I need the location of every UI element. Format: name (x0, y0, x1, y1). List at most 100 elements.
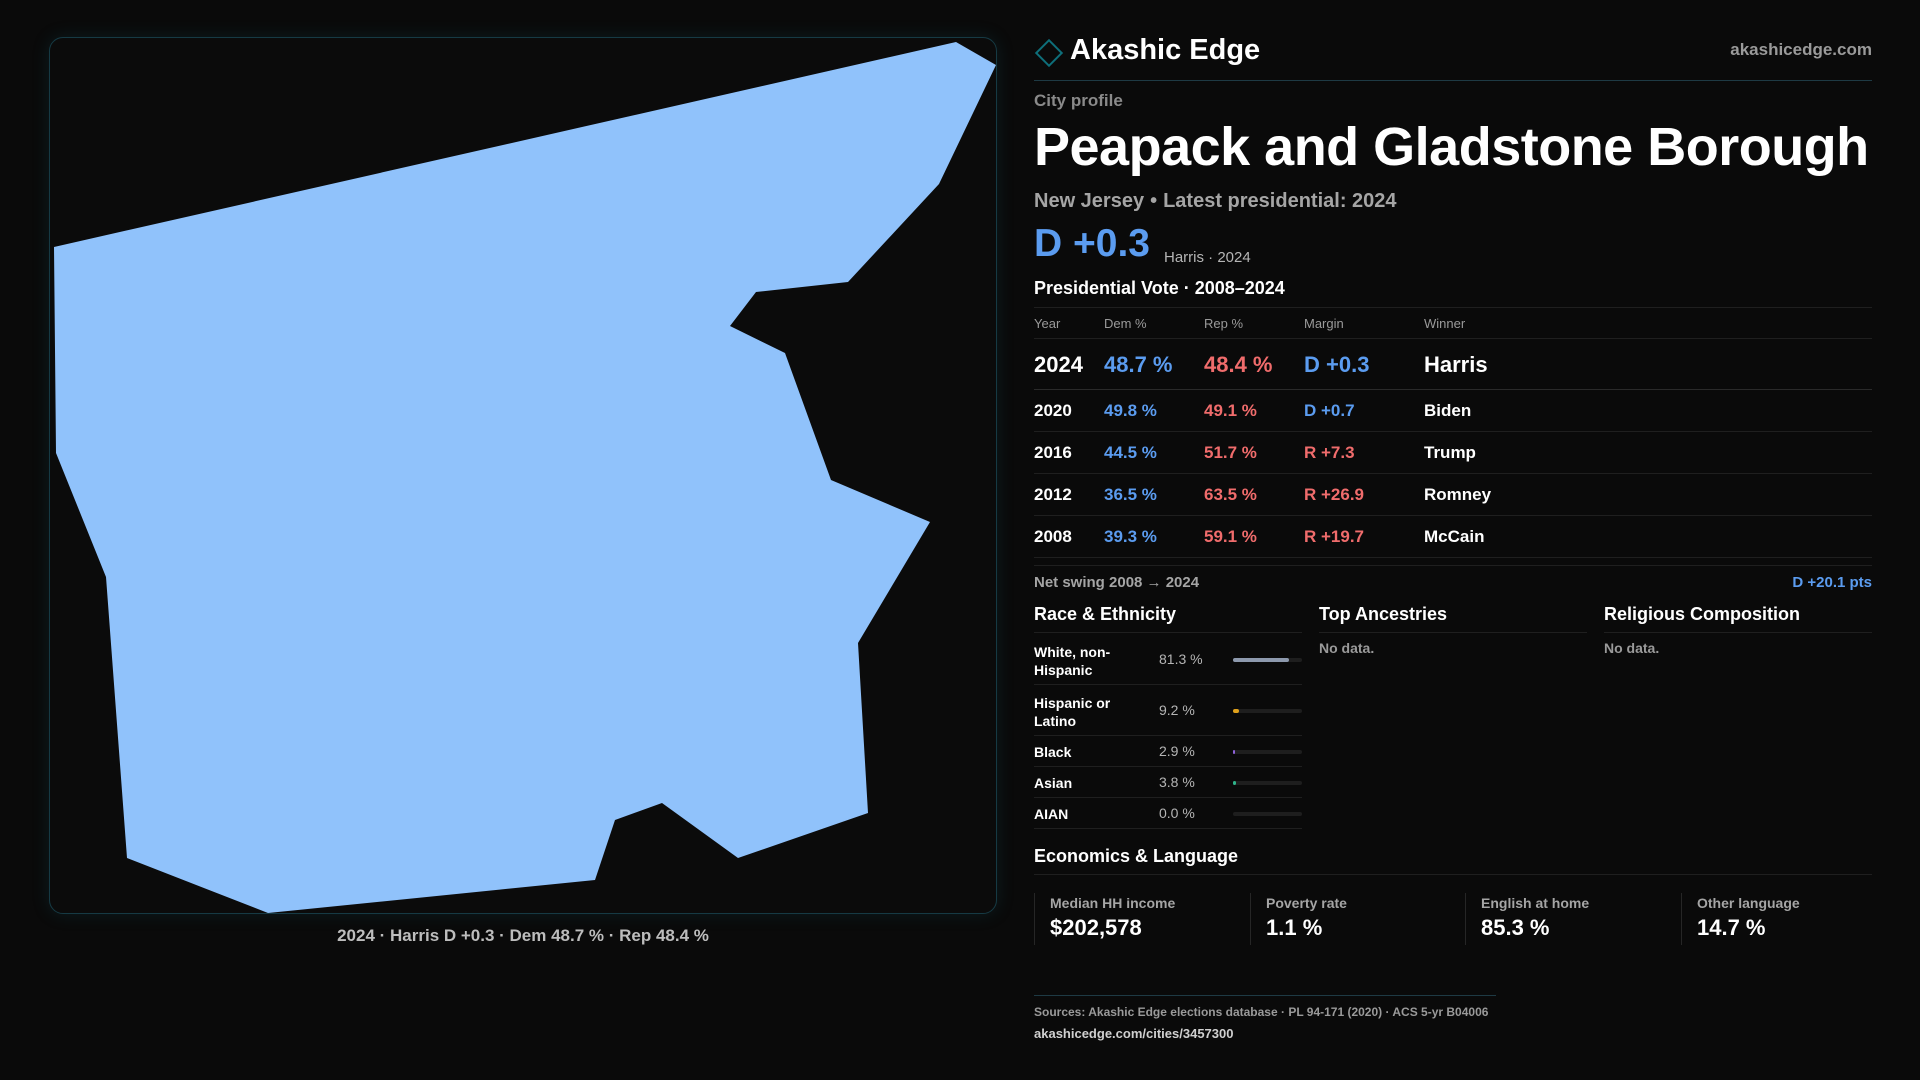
list-item: Asian 3.8 % (1034, 767, 1302, 798)
race-pct: 81.3 % (1159, 651, 1203, 667)
page-subtitle: New Jersey • Latest presidential: 2024 (1034, 190, 1397, 213)
race-bar-fill (1233, 709, 1240, 713)
stat-value: 14.7 % (1697, 915, 1766, 940)
race-list: White, non-Hispanic 81.3 % Hispanic or L… (1034, 634, 1302, 829)
subtitle-separator: • (1150, 190, 1158, 212)
map-caption: 2024 · Harris D +0.3 · Dem 48.7 % · Rep … (337, 926, 709, 945)
race-pct: 2.9 % (1159, 743, 1195, 759)
cell-year: 2024 (1034, 352, 1083, 377)
stat-value: 85.3 % (1481, 915, 1550, 940)
sources-text: Sources: Akashic Edge elections database… (1034, 1005, 1489, 1019)
sources-url[interactable]: akashicedge.com/cities/3457300 (1034, 1026, 1234, 1041)
cell-dem: 48.7 % (1104, 352, 1173, 377)
brand-header: Akashic Edge akashicedge.com (1034, 34, 1872, 81)
economics-section-title: Economics & Language (1034, 846, 1872, 875)
header-year: Year (1034, 316, 1061, 331)
stat-label: Other language (1697, 895, 1800, 911)
race-bar-fill (1233, 781, 1236, 785)
ancestries-empty: No data. (1319, 640, 1375, 656)
race-bar-track (1233, 812, 1302, 816)
stat-other-language: Other language 14.7 % (1681, 893, 1872, 945)
stat-poverty-rate: Poverty rate 1.1 % (1250, 893, 1450, 945)
cell-dem: 39.3 % (1104, 527, 1157, 546)
stat-value: $202,578 (1050, 915, 1142, 940)
race-bar-track (1233, 750, 1302, 754)
stat-english-at-home: English at home 85.3 % (1465, 893, 1665, 945)
diamond-logo-icon (1034, 38, 1064, 68)
race-bar-track (1233, 709, 1302, 713)
latest-election: Latest presidential: 2024 (1163, 190, 1397, 212)
city-boundary-shape (54, 42, 996, 913)
race-pct: 9.2 % (1159, 702, 1195, 718)
state-name: New Jersey (1034, 190, 1145, 212)
cell-year: 2008 (1034, 527, 1072, 546)
table-row: 2024 48.7 % 48.4 % D +0.3 Harris (1034, 339, 1872, 390)
header-winner: Winner (1424, 316, 1466, 331)
race-label: Asian (1034, 775, 1073, 791)
sources-divider (1034, 995, 1496, 996)
table-row: 2012 36.5 % 63.5 % R +26.9 Romney (1034, 474, 1872, 516)
cell-winner: Romney (1424, 485, 1492, 504)
table-row: 2016 44.5 % 51.7 % R +7.3 Trump (1034, 432, 1872, 474)
city-boundary-map (54, 42, 996, 913)
net-swing: Net swing 2008 → 2024 D +20.1 pts (1034, 565, 1872, 596)
race-label: Hispanic or Latino (1034, 695, 1111, 729)
table-row: 2008 39.3 % 59.1 % R +19.7 McCain (1034, 516, 1872, 558)
net-swing-label: Net swing 2008 → 2024 (1034, 574, 1200, 591)
religion-section-title: Religious Composition (1604, 604, 1872, 633)
race-bar-track (1233, 658, 1302, 662)
race-label: Black (1034, 744, 1072, 760)
ancestries-section-title: Top Ancestries (1319, 604, 1587, 633)
race-section-title: Race & Ethnicity (1034, 604, 1302, 633)
race-bar-track (1233, 781, 1302, 785)
cell-margin: R +7.3 (1304, 443, 1355, 462)
header-rep: Rep % (1204, 316, 1244, 331)
cell-rep: 49.1 % (1204, 401, 1257, 420)
cell-winner: Trump (1424, 443, 1476, 462)
stat-label: Median HH income (1050, 895, 1176, 911)
religion-empty: No data. (1604, 640, 1660, 656)
race-pct: 0.0 % (1159, 805, 1195, 821)
cell-margin: R +26.9 (1304, 485, 1365, 504)
cell-dem: 49.8 % (1104, 401, 1157, 420)
headline-margin: D +0.3 (1034, 222, 1150, 265)
cell-winner: Harris (1424, 352, 1488, 377)
cell-dem: 44.5 % (1104, 443, 1157, 462)
map-panel (49, 37, 997, 914)
header-dem: Dem % (1104, 316, 1147, 331)
vote-table-header: Year Dem % Rep % Margin Winner (1034, 308, 1872, 339)
page-kicker: City profile (1034, 91, 1123, 110)
table-row: 2020 49.8 % 49.1 % D +0.7 Biden (1034, 390, 1872, 432)
vote-table: Year Dem % Rep % Margin Winner 2024 48.7… (1034, 307, 1872, 558)
cell-rep: 63.5 % (1204, 485, 1257, 504)
race-label: AIAN (1034, 806, 1069, 822)
cell-year: 2020 (1034, 401, 1072, 420)
race-pct: 3.8 % (1159, 774, 1195, 790)
cell-rep: 48.4 % (1204, 352, 1273, 377)
stat-label: English at home (1481, 895, 1590, 911)
cell-year: 2016 (1034, 443, 1072, 462)
page-title: Peapack and Gladstone Borough (1034, 117, 1869, 177)
header-margin: Margin (1304, 316, 1344, 331)
brand-url[interactable]: akashicedge.com (1730, 40, 1872, 59)
brand-name: Akashic Edge (1070, 34, 1261, 66)
cell-margin: D +0.3 (1304, 352, 1370, 377)
headline-margin-note: Harris · 2024 (1164, 249, 1251, 266)
list-item: Hispanic or Latino 9.2 % (1034, 685, 1302, 736)
cell-dem: 36.5 % (1104, 485, 1157, 504)
stat-value: 1.1 % (1266, 915, 1323, 940)
cell-winner: Biden (1424, 401, 1472, 420)
list-item: Black 2.9 % (1034, 736, 1302, 767)
cell-margin: R +19.7 (1304, 527, 1365, 546)
stat-label: Poverty rate (1266, 895, 1347, 911)
list-item: White, non-Hispanic 81.3 % (1034, 634, 1302, 685)
economics-grid: Median HH income $202,578 Poverty rate 1… (1034, 893, 1872, 945)
race-bar-fill (1233, 750, 1236, 754)
net-swing-value: D +20.1 pts (1792, 574, 1872, 591)
list-item: AIAN 0.0 % (1034, 798, 1302, 829)
cell-rep: 51.7 % (1204, 443, 1257, 462)
cell-rep: 59.1 % (1204, 527, 1257, 546)
race-label: White, non-Hispanic (1034, 644, 1111, 678)
stat-median-income: Median HH income $202,578 (1034, 893, 1234, 945)
cell-margin: D +0.7 (1304, 401, 1355, 420)
